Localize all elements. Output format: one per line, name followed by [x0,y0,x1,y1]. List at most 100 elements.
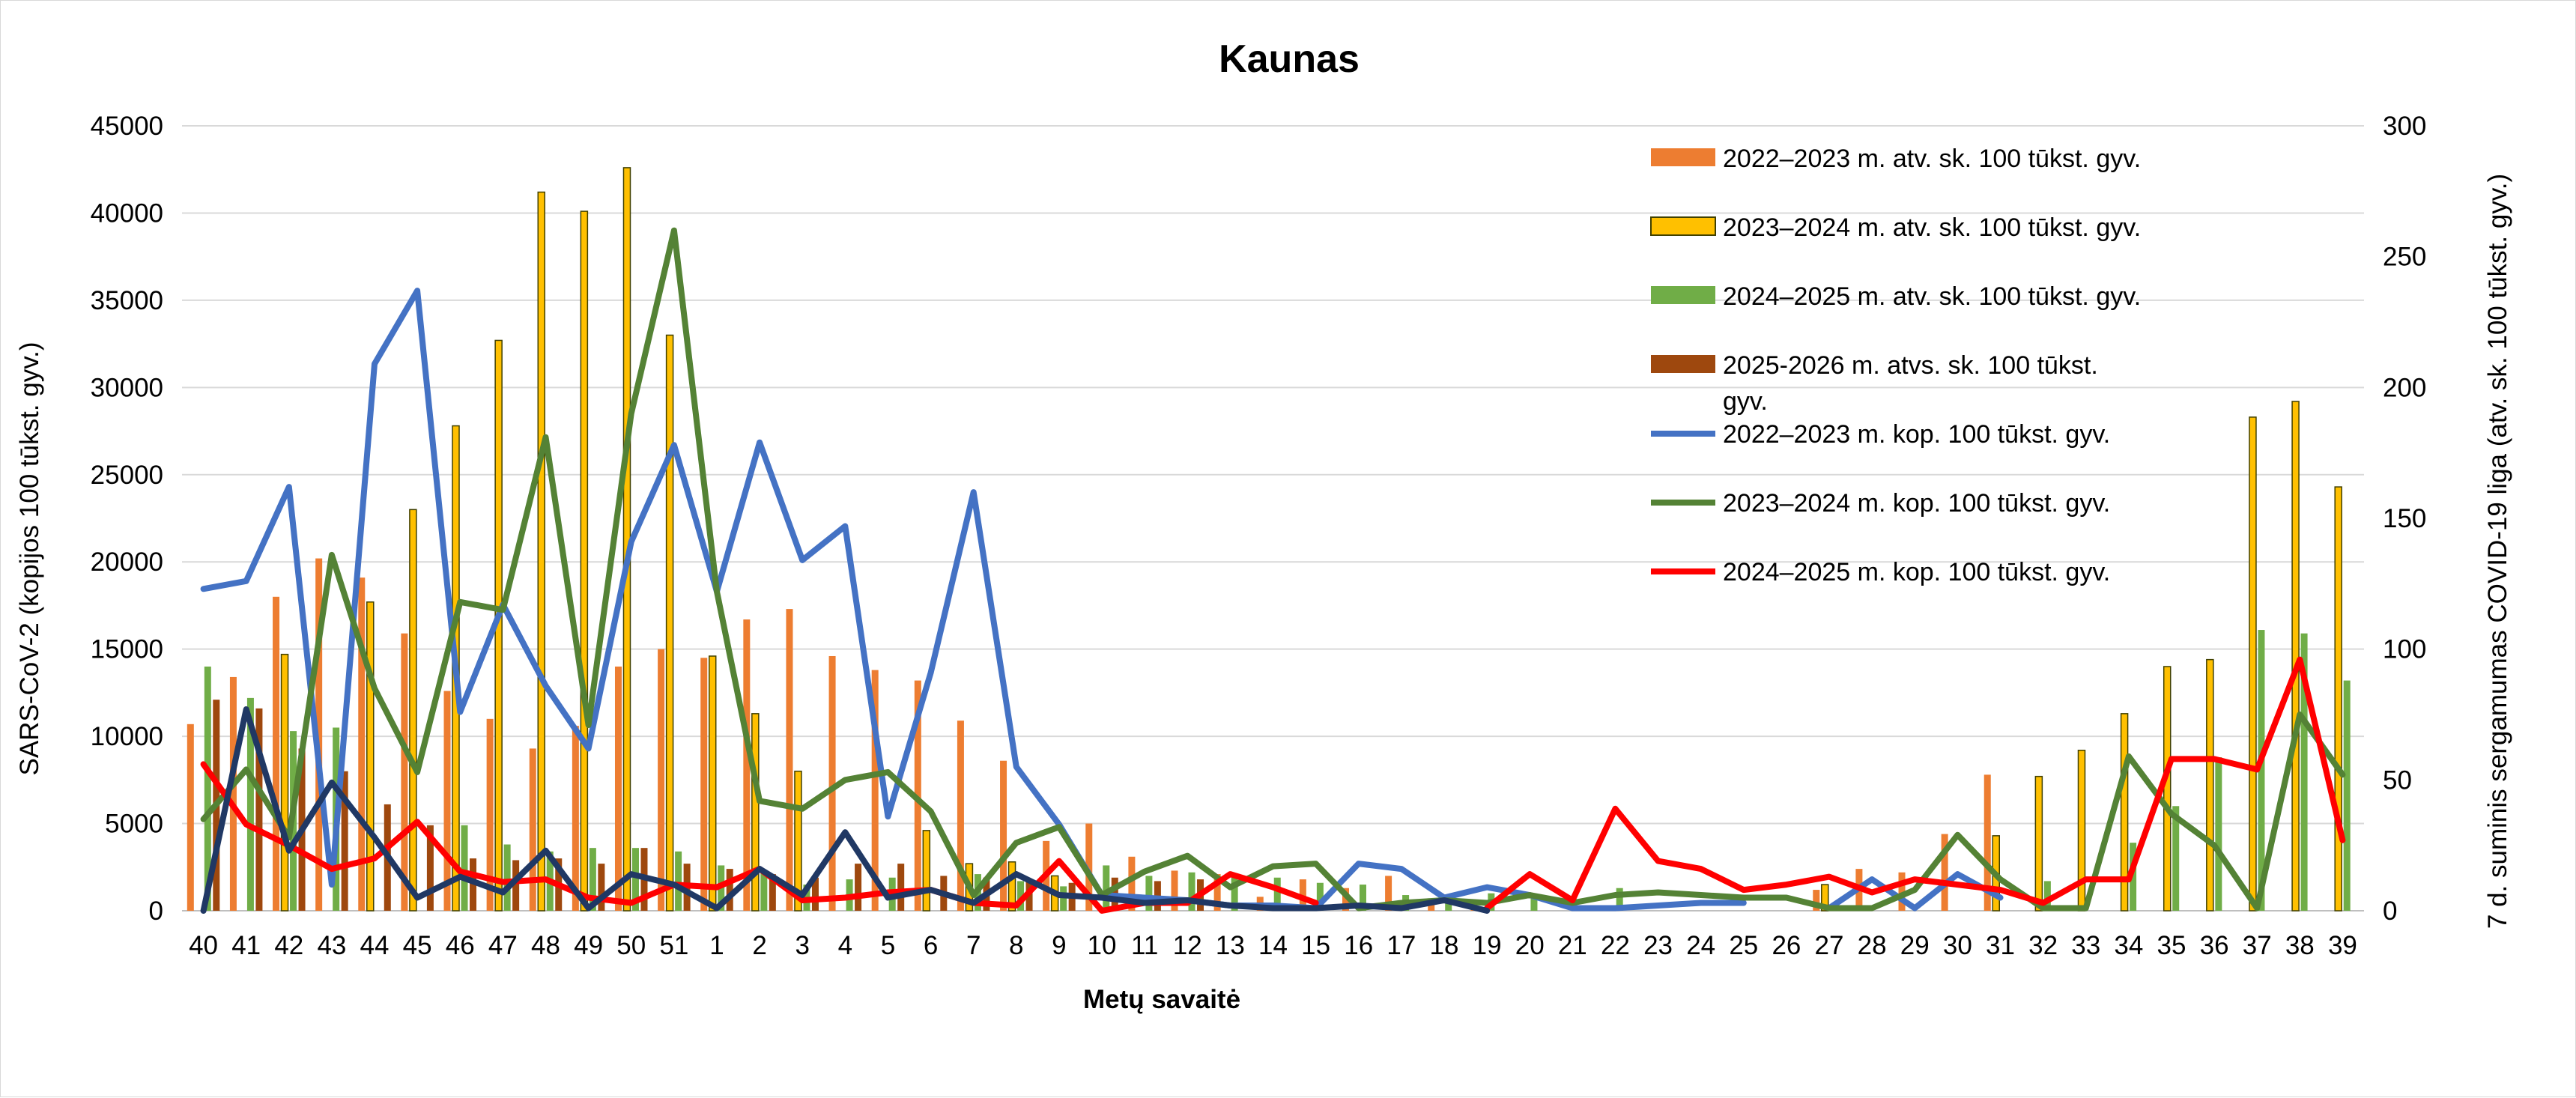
bar-series-3 [1616,888,1623,911]
bar-series-2 [751,713,760,912]
bar-series-1 [786,609,793,911]
bar-series-1 [358,577,366,911]
bar-series-2 [708,655,717,912]
x-tick-label: 9 [1052,931,1066,960]
bar-series-4 [598,864,605,911]
x-tick-label: 33 [2071,931,2100,960]
bar-series-1 [273,596,280,911]
bar-series-3 [1103,865,1110,911]
bar-series-3 [2043,881,2051,911]
line-series-1 [200,288,2004,912]
x-tick-label: 7 [966,931,981,960]
bar-series-3 [246,697,254,911]
bar-series-1 [1342,888,1349,911]
x-tick-label: 51 [659,931,688,960]
bar-series-2 [2163,666,2172,912]
bar-series-1 [401,633,408,911]
legend-entry-line: 2025-2026 m. atvs. sk. 100 tūkst. [1723,351,2098,380]
bar-series-1 [1000,760,1007,911]
bar-series-3 [2300,633,2308,911]
x-tick-label: 32 [2028,931,2058,960]
x-tick-label: 43 [317,931,346,960]
x-tick-label: 18 [1430,931,1459,960]
bar-series-3 [1359,885,1366,911]
x-tick-label: 11 [1131,931,1158,960]
bar-series-2 [2077,749,2086,912]
y2-tick-label: 300 [2383,112,2426,141]
x-tick-label: 50 [616,931,646,960]
bar-series-2 [1007,861,1016,912]
chart-title: Kaunas [1219,37,1360,81]
x-tick-label: 17 [1387,931,1416,960]
bar-series-2 [794,770,802,912]
bar-series-2 [2034,775,2043,912]
legend-swatch [1651,286,1715,304]
x-tick-label: 15 [1301,931,1330,960]
bar-series-3 [1231,876,1238,911]
bar-series-2 [665,334,674,912]
x-tick-label: 42 [274,931,303,960]
bar-series-1 [443,691,451,911]
bar-series-3 [1188,872,1195,911]
x-tick-label: 6 [924,931,938,960]
bar-series-3 [2343,680,2351,911]
bar-series-4 [255,708,263,911]
bar-series-2 [280,653,289,912]
bar-series-1 [572,726,579,911]
bar-series-3 [2130,843,2137,911]
bar-series-3 [631,848,639,911]
bar-series-3 [503,844,511,911]
x-tick-label: 34 [2114,931,2143,960]
line-series-2 [200,227,2346,912]
x-tick-label: 30 [1943,931,1972,960]
bar-series-4 [897,864,905,911]
bar-series-2 [922,830,931,912]
x-tick-label: 31 [1986,931,2015,960]
y-tick-label: 40000 [91,198,163,228]
x-tick-label: 47 [488,931,518,960]
x-tick-label: 22 [1601,931,1630,960]
legend-entry: 2023–2024 m. atv. sk. 100 tūkst. gyv. [1723,213,2141,242]
bar-series-3 [1273,877,1281,911]
bar-series-3 [2215,757,2222,911]
y-tick-label: 30000 [91,373,163,402]
x-tick-label: 35 [2157,931,2186,960]
bar-series-2 [2206,658,2214,912]
bar-series-3 [1017,881,1025,911]
y-tick-label: 15000 [91,635,163,664]
bar-series-1 [658,649,665,911]
bar-series-1 [1941,834,1948,911]
x-tick-label: 45 [403,931,432,960]
x-tick-label: 46 [446,931,475,960]
y-tick-label: 20000 [91,548,163,577]
x-tick-label: 27 [1815,931,1844,960]
y2-tick-label: 200 [2383,373,2426,402]
legend-entry: 2024–2025 m. kop. 100 tūkst. gyv. [1723,558,2110,586]
legend-entry: 2022–2023 m. kop. 100 tūkst. gyv. [1723,420,2110,449]
line-series-4 [200,706,1491,914]
bar-series-1 [1813,890,1820,911]
bar-series-3 [1530,897,1538,911]
bar-series-3 [2258,630,2265,911]
y2-tick-label: 150 [2383,504,2426,533]
y-tick-label: 25000 [91,461,163,490]
bar-series-2 [366,601,375,912]
bar-series-2 [409,509,417,912]
bar-series-3 [675,851,682,911]
x-tick-label: 23 [1643,931,1673,960]
bar-series-1 [1983,774,1991,911]
bar-series-4 [726,869,733,911]
legend-swatch [1651,355,1715,373]
x-tick-label: 39 [2328,931,2357,960]
x-tick-label: 21 [1558,931,1587,960]
bar-series-4 [512,860,520,911]
legend-entry: 2023–2024 m. kop. 100 tūkst. gyv. [1723,489,2110,518]
y2-axis-title: 7 d. suminis sergamumas COVID-19 liga (a… [2483,174,2512,929]
x-tick-label: 1 [709,931,724,960]
x-tick-label: 37 [2243,931,2272,960]
x-tick-label: 26 [1772,931,1801,960]
bar-series-1 [486,718,494,911]
x-tick-label: 3 [795,931,809,960]
